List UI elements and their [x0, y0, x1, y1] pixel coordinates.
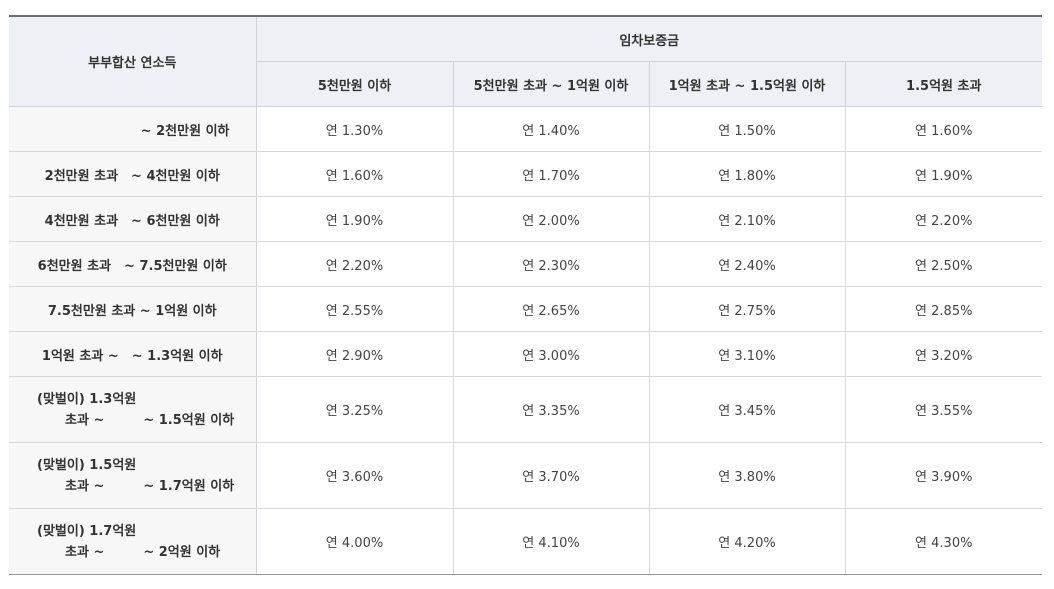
rate-cell: 연 1.90% [845, 151, 1042, 197]
row-label-line2: 초과 ~ ~ 1.7억원 이하 [65, 478, 235, 494]
header-deposit-group: 임차보증금 [256, 15, 1042, 62]
table-row: (맞벌이) 1.5억원 초과 ~ ~ 1.7억원 이하 연 3.60% 연 3.… [9, 442, 1042, 509]
row-label: 1억원 초과 ~ ~ 1.3억원 이하 [9, 331, 257, 377]
row-label: (맞벌이) 1.5억원 초과 ~ ~ 1.7억원 이하 [9, 442, 257, 509]
table-row: ~ 2천만원 이하 연 1.30% 연 1.40% 연 1.50% 연 1.60… [9, 106, 1042, 152]
rate-cell: 연 1.90% [256, 196, 454, 242]
rate-cell: 연 2.10% [649, 196, 846, 242]
rate-cell: 연 2.55% [256, 286, 454, 332]
rate-cell: 연 2.30% [453, 241, 650, 287]
rate-cell: 연 4.00% [256, 508, 454, 575]
header-col-2: 5천만원 초과 ~ 1억원 이하 [453, 61, 650, 107]
rate-cell: 연 3.80% [649, 442, 846, 509]
row-label-line1: (맞벌이) 1.3억원 [37, 391, 137, 407]
row-label-line1: (맞벌이) 1.7억원 [37, 523, 137, 539]
rate-cell: 연 3.10% [649, 331, 846, 377]
row-label: 7.5천만원 초과 ~ 1억원 이하 [9, 286, 257, 332]
interest-rate-table: 부부합산 연소득 임차보증금 5천만원 이하 5천만원 초과 ~ 1억원 이하 … [9, 15, 1042, 575]
rate-cell: 연 2.90% [256, 331, 454, 377]
rate-cell: 연 2.40% [649, 241, 846, 287]
rate-cell: 연 3.90% [845, 442, 1042, 509]
row-label: (맞벌이) 1.3억원 초과 ~ ~ 1.5억원 이하 [9, 376, 257, 443]
rate-cell: 연 3.20% [845, 331, 1042, 377]
rate-cell: 연 2.65% [453, 286, 650, 332]
rate-cell: 연 1.70% [453, 151, 650, 197]
rate-cell: 연 3.00% [453, 331, 650, 377]
table-row: 2천만원 초과 ~ 4천만원 이하 연 1.60% 연 1.70% 연 1.80… [9, 151, 1042, 197]
rate-cell: 연 2.20% [845, 196, 1042, 242]
row-label: 6천만원 초과 ~ 7.5천만원 이하 [9, 241, 257, 287]
rate-cell: 연 4.20% [649, 508, 846, 575]
rate-cell: 연 2.75% [649, 286, 846, 332]
header-income: 부부합산 연소득 [9, 15, 257, 107]
header-col-3: 1억원 초과 ~ 1.5억원 이하 [649, 61, 846, 107]
rate-cell: 연 1.30% [256, 106, 454, 152]
row-label-line2: 초과 ~ ~ 1.5억원 이하 [65, 412, 235, 428]
table-row: 4천만원 초과 ~ 6천만원 이하 연 1.90% 연 2.00% 연 2.10… [9, 196, 1042, 242]
header-col-1: 5천만원 이하 [256, 61, 454, 107]
table-header: 부부합산 연소득 임차보증금 5천만원 이하 5천만원 초과 ~ 1억원 이하 … [9, 15, 1042, 107]
rate-cell: 연 3.70% [453, 442, 650, 509]
rate-cell: 연 3.25% [256, 376, 454, 443]
rate-cell: 연 2.20% [256, 241, 454, 287]
table-row: 7.5천만원 초과 ~ 1억원 이하 연 2.55% 연 2.65% 연 2.7… [9, 286, 1042, 332]
row-label: (맞벌이) 1.7억원 초과 ~ ~ 2억원 이하 [9, 508, 257, 575]
rate-cell: 연 2.85% [845, 286, 1042, 332]
row-label-line2: 초과 ~ ~ 2억원 이하 [65, 544, 221, 560]
rate-cell: 연 1.80% [649, 151, 846, 197]
table-row: (맞벌이) 1.3억원 초과 ~ ~ 1.5억원 이하 연 3.25% 연 3.… [9, 376, 1042, 443]
rate-cell: 연 3.60% [256, 442, 454, 509]
rate-cell: 연 1.60% [845, 106, 1042, 152]
rate-cell: 연 3.35% [453, 376, 650, 443]
rate-cell: 연 4.10% [453, 508, 650, 575]
row-label: ~ 2천만원 이하 [9, 106, 257, 152]
rate-cell: 연 1.40% [453, 106, 650, 152]
row-label: 2천만원 초과 ~ 4천만원 이하 [9, 151, 257, 197]
table-row: 1억원 초과 ~ ~ 1.3억원 이하 연 2.90% 연 3.00% 연 3.… [9, 331, 1042, 377]
rate-cell: 연 3.55% [845, 376, 1042, 443]
row-label-line1: (맞벌이) 1.5억원 [37, 457, 137, 473]
table-body: ~ 2천만원 이하 연 1.30% 연 1.40% 연 1.50% 연 1.60… [9, 106, 1042, 575]
header-col-4: 1.5억원 초과 [845, 61, 1042, 107]
interest-rate-table-container: 부부합산 연소득 임차보증금 5천만원 이하 5천만원 초과 ~ 1억원 이하 … [9, 15, 1042, 575]
table-row: 6천만원 초과 ~ 7.5천만원 이하 연 2.20% 연 2.30% 연 2.… [9, 241, 1042, 287]
row-label: 4천만원 초과 ~ 6천만원 이하 [9, 196, 257, 242]
rate-cell: 연 2.50% [845, 241, 1042, 287]
rate-cell: 연 2.00% [453, 196, 650, 242]
table-row: (맞벌이) 1.7억원 초과 ~ ~ 2억원 이하 연 4.00% 연 4.10… [9, 508, 1042, 575]
rate-cell: 연 3.45% [649, 376, 846, 443]
rate-cell: 연 1.60% [256, 151, 454, 197]
rate-cell: 연 4.30% [845, 508, 1042, 575]
rate-cell: 연 1.50% [649, 106, 846, 152]
